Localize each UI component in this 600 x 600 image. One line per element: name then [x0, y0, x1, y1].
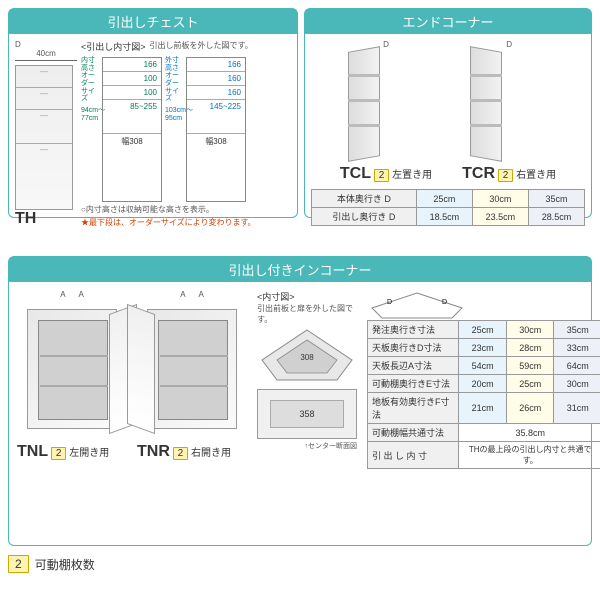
corner-title: エンドコーナー: [305, 9, 591, 34]
tnr-cabinet: [137, 299, 247, 439]
table-row: 可動棚幅共通寸法 35.8cm: [368, 424, 600, 442]
chest-title: 引出しチェスト: [9, 9, 297, 34]
drawer: [16, 110, 72, 144]
tnl-code: TNL: [17, 443, 48, 460]
corner-spec-table: 本体奥行き D 25cm 30cm 35cm 引出し奥行き D 18.5cm 2…: [311, 189, 585, 226]
tcr-badge: 2: [498, 169, 514, 182]
incorner-table-col: D D 発注奥行き寸法 25cm 30cm 35cm 天板奥行きD寸法 23cm…: [367, 290, 600, 469]
tnl-col: A A TNL 2 左開き用: [17, 290, 127, 469]
width-arrow: [15, 60, 77, 61]
incorner-spec-table: 発注奥行き寸法 25cm 30cm 35cm 天板奥行きD寸法 23cm 28c…: [367, 320, 600, 469]
chest-panel: 引出しチェスト D 40cm TH <引出し内寸図> 引出し前板を外した図です。…: [8, 8, 298, 218]
drawer: [16, 66, 72, 88]
tnl-cabinet: [17, 299, 127, 439]
corner-shelf-left: [340, 49, 390, 159]
tnr-badge: 2: [173, 447, 189, 460]
section-note: ↑センター断面図: [257, 441, 357, 451]
tnr-col: A A TNR 2 右開き用: [137, 290, 247, 469]
tcl-code: TCL: [340, 165, 371, 182]
legend-badge: 2: [8, 555, 29, 573]
drawer: [16, 144, 72, 184]
svg-text:308: 308: [300, 353, 314, 362]
chest-internal-note: 引出し前板を外した図です。: [150, 40, 253, 51]
tnr-code: TNR: [137, 443, 170, 460]
tnr-label: 右開き用: [191, 448, 231, 459]
chest-note2: ★最下段は、オーダーサイズにより変わります。: [81, 217, 291, 228]
corner-shelves: D TCL 2 左置き用 D: [311, 40, 585, 183]
table-row: 引出し奥行き D 18.5cm 23.5cm 28.5cm: [312, 208, 585, 226]
corner-front: 358: [257, 389, 357, 439]
d-label: D: [340, 40, 432, 49]
tnl-badge: 2: [51, 447, 67, 460]
table-row: 地板有効奥行きF寸法 21cm 26cm 31cm: [368, 393, 600, 424]
corner-top-diagram: 308: [257, 325, 357, 385]
internal-right: 166 160 160 145~225 幅308: [186, 57, 246, 202]
table-row: 天板長辺A寸法 54cm 59cm 64cm: [368, 357, 600, 375]
svg-text:D: D: [387, 299, 392, 306]
incorner-internal: <内寸図> 引出前板と扉を外した図です。 308 358 ↑センター断面図: [257, 290, 357, 469]
tcl-label: 左置き用: [392, 170, 432, 181]
incorner-panel: 引出し付きインコーナー A A TNL 2 左開き用 A: [8, 256, 592, 546]
legend: 2 可動棚枚数: [8, 555, 95, 573]
chest-cabinet: [15, 65, 73, 210]
corner-shelf-right: [462, 49, 512, 159]
corner-svg: 308: [257, 325, 357, 385]
tnl-label: 左開き用: [69, 448, 109, 459]
left-size-label: 内寸高さオーダーサイズ 94cm〜77cm: [81, 57, 99, 202]
table-row: 本体奥行き D 25cm 30cm 35cm: [312, 190, 585, 208]
table-row: 発注奥行き寸法 25cm 30cm 35cm: [368, 321, 600, 339]
shelf-side: [348, 46, 380, 162]
incorner-top-mini: D D: [367, 290, 600, 320]
svg-text:D: D: [442, 299, 447, 306]
tcr-code: TCR: [462, 165, 495, 182]
right-size-label: 外寸高さオーダーサイズ 103cm〜95cm: [165, 57, 183, 202]
incorner-internal-note: 引出前板と扉を外した図です。: [257, 303, 357, 325]
table-row: 天板奥行きD寸法 23cm 28cm 33cm: [368, 339, 600, 357]
chest-note1: ○内寸高さは収納可能な高さを表示。: [81, 204, 291, 215]
internal-left: 166 100 100 85~255 幅308: [102, 57, 162, 202]
incorner-body: A A TNL 2 左開き用 A A: [9, 282, 591, 477]
legend-text: 可動棚枚数: [35, 556, 95, 573]
chest-d-label: D: [15, 40, 77, 49]
incorner-internal-title: <内寸図>: [257, 290, 357, 303]
incorner-title: 引出し付きインコーナー: [9, 257, 591, 282]
chest-internal-area: <引出し内寸図> 引出し前板を外した図です。 内寸高さオーダーサイズ 94cm〜…: [81, 40, 291, 228]
corner-left-col: D TCL 2 左置き用: [340, 40, 432, 183]
chest-body: D 40cm TH <引出し内寸図> 引出し前板を外した図です。 内寸高さオーダ…: [9, 34, 297, 234]
corner-body: D TCL 2 左置き用 D: [305, 34, 591, 232]
table-row: 可動棚奥行きE寸法 20cm 25cm 30cm: [368, 375, 600, 393]
chest-internal-title: <引出し内寸図>: [81, 40, 146, 53]
drawer: [16, 88, 72, 110]
corner-panel: エンドコーナー D TCL 2 左置き用 D: [304, 8, 592, 218]
tcr-label: 右置き用: [516, 170, 556, 181]
tcl-badge: 2: [374, 169, 390, 182]
chest-code: TH: [15, 210, 77, 228]
chest-cabinet-col: D 40cm TH: [15, 40, 77, 228]
shelf-side: [470, 46, 502, 162]
corner-right-col: D TCR 2 右置き用: [462, 40, 556, 183]
table-row: 引 出 し 内 寸 THの最上段の引出し内寸と共通です。: [368, 442, 600, 469]
chest-width: 40cm: [36, 49, 56, 58]
